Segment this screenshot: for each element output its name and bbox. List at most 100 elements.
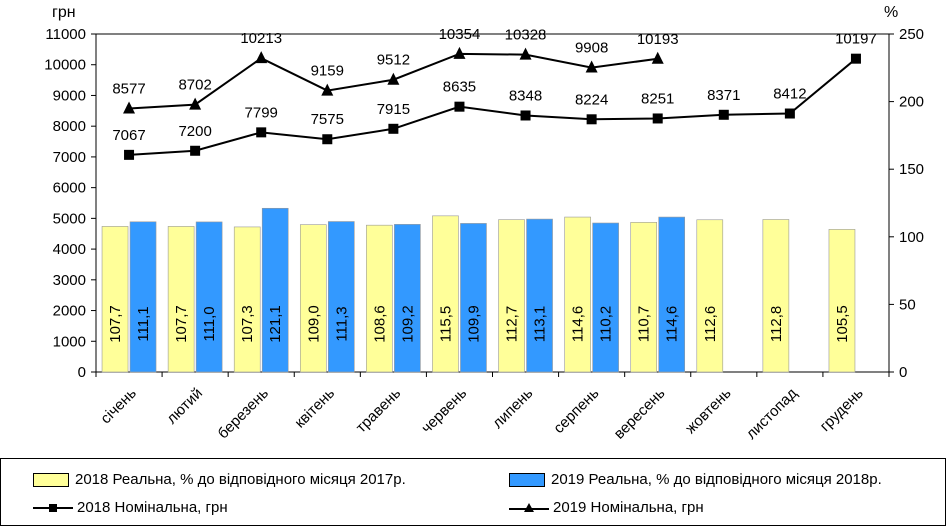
bar xyxy=(658,216,686,373)
square-marker xyxy=(388,123,399,134)
triangle-marker xyxy=(585,60,598,73)
bar-data-label: 111,3 xyxy=(333,306,350,341)
bar-data-label: 113,1 xyxy=(532,306,549,342)
square-marker xyxy=(124,149,135,160)
bar xyxy=(828,229,856,373)
x-axis-tick-label: липень xyxy=(489,385,536,432)
right-axis-label: % xyxy=(884,4,898,21)
bar-data-label: 108,6 xyxy=(371,305,388,343)
bar xyxy=(564,216,591,373)
bar xyxy=(327,221,355,373)
triangle-marker xyxy=(189,97,202,110)
point-data-label: 9159 xyxy=(311,63,344,80)
point-data-label: 10328 xyxy=(505,27,547,44)
bar xyxy=(167,226,195,373)
left-axis-tick-label: 11000 xyxy=(45,26,86,43)
right-axis-tick-label: 250 xyxy=(899,26,924,43)
point-data-label: 8412 xyxy=(773,86,806,103)
bar-data-label: 110,2 xyxy=(598,306,615,342)
triangle-marker-icon xyxy=(509,502,549,512)
point-data-label: 9908 xyxy=(575,40,608,57)
right-axis-tick-label: 150 xyxy=(899,161,924,178)
bar xyxy=(630,222,658,373)
x-axis-tick-label: травень xyxy=(353,385,405,437)
legend-label: 2019 Номінальна, грн xyxy=(553,499,704,516)
bar-data-label: 109,2 xyxy=(399,305,416,343)
bar-data-label: 107,7 xyxy=(173,305,190,343)
legend-label: 2018 Номінальна, грн xyxy=(77,499,228,516)
x-axis-tick-label: листопад xyxy=(743,385,801,443)
left-axis-tick-label: 6000 xyxy=(53,180,86,197)
triangle-marker xyxy=(519,47,532,60)
point-data-label: 10193 xyxy=(637,31,679,48)
left-axis-label: грн xyxy=(52,4,76,21)
right-axis-tick-label: 0 xyxy=(899,364,907,381)
legend-swatch-blue xyxy=(509,472,545,487)
triangle-marker xyxy=(651,51,664,64)
left-axis-tick-label: 0 xyxy=(78,364,86,381)
legend-label: 2019 Реальна, % до відповідного місяця 2… xyxy=(551,471,882,488)
x-axis-tick-label: червень xyxy=(418,385,470,437)
bar xyxy=(261,207,289,373)
left-axis-tick-label: 2000 xyxy=(53,303,86,320)
square-marker xyxy=(718,109,729,120)
square-marker xyxy=(322,134,333,145)
legend-label: 2018 Реальна, % до відповідного місяця 2… xyxy=(75,471,406,488)
x-axis-tick-label: серпень xyxy=(550,385,602,437)
triangle-marker xyxy=(321,83,334,96)
left-axis-tick-label: 1000 xyxy=(53,333,86,350)
legend-item-2019-nominal: 2019 Номінальна, грн xyxy=(509,499,704,516)
left-axis-tick-label: 10000 xyxy=(44,57,86,74)
bar xyxy=(129,221,157,373)
bar xyxy=(394,224,421,373)
bar-data-label: 105,5 xyxy=(834,305,851,343)
legend-item-2018-real: 2018 Реальна, % до відповідного місяця 2… xyxy=(33,471,406,488)
left-axis-tick-label: 9000 xyxy=(53,87,86,104)
bar-data-label: 107,3 xyxy=(239,305,256,343)
bar xyxy=(299,224,327,373)
point-data-label: 7200 xyxy=(178,123,211,140)
left-axis-tick-label: 7000 xyxy=(53,149,86,166)
x-axis-tick-label: квітень xyxy=(291,385,338,432)
bar xyxy=(366,224,393,373)
point-data-label: 8251 xyxy=(641,90,674,107)
series-line xyxy=(128,57,857,156)
point-data-label: 7575 xyxy=(311,111,344,128)
bar-data-label: 114,6 xyxy=(664,306,681,342)
point-data-label: 8702 xyxy=(178,77,211,94)
bar xyxy=(498,219,525,373)
bar-data-label: 109,0 xyxy=(305,305,322,343)
triangle-marker xyxy=(255,51,268,64)
square-marker-icon xyxy=(33,503,73,512)
point-data-label: 10197 xyxy=(835,31,877,48)
legend-item-2018-nominal: 2018 Номінальна, грн xyxy=(33,499,228,516)
x-axis-tick-label: лютий xyxy=(163,385,206,428)
point-data-label: 8635 xyxy=(443,79,476,96)
bar-data-label: 114,6 xyxy=(570,306,587,342)
triangle-marker xyxy=(453,46,466,59)
point-data-label: 8348 xyxy=(509,87,542,104)
left-axis-tick-label: 4000 xyxy=(53,241,86,258)
point-data-label: 7799 xyxy=(245,104,278,121)
bar xyxy=(101,226,129,373)
triangle-marker xyxy=(387,72,400,85)
x-axis-tick-label: березень xyxy=(215,385,273,443)
chart: 0100020003000400050006000700080009000100… xyxy=(44,4,924,443)
bar xyxy=(696,219,724,373)
square-marker xyxy=(520,110,531,121)
left-axis-tick-label: 3000 xyxy=(53,272,86,289)
x-axis-tick-label: жовтень xyxy=(682,385,735,438)
point-data-label: 7915 xyxy=(377,101,410,118)
bar-data-label: 115,5 xyxy=(437,306,454,342)
bar-data-label: 112,6 xyxy=(702,306,719,342)
legend-item-2019-real: 2019 Реальна, % до відповідного місяця 2… xyxy=(509,471,882,488)
x-axis-tick-label: вересень xyxy=(611,385,669,443)
legend: 2018 Реальна, % до відповідного місяця 2… xyxy=(0,458,946,526)
point-data-label: 8577 xyxy=(112,80,145,97)
triangle-marker xyxy=(123,101,136,114)
square-marker xyxy=(652,113,663,124)
bar-data-label: 112,8 xyxy=(768,306,785,342)
bar-data-label: 110,7 xyxy=(636,306,653,342)
right-axis-tick-label: 100 xyxy=(899,229,924,246)
bar xyxy=(432,215,459,373)
